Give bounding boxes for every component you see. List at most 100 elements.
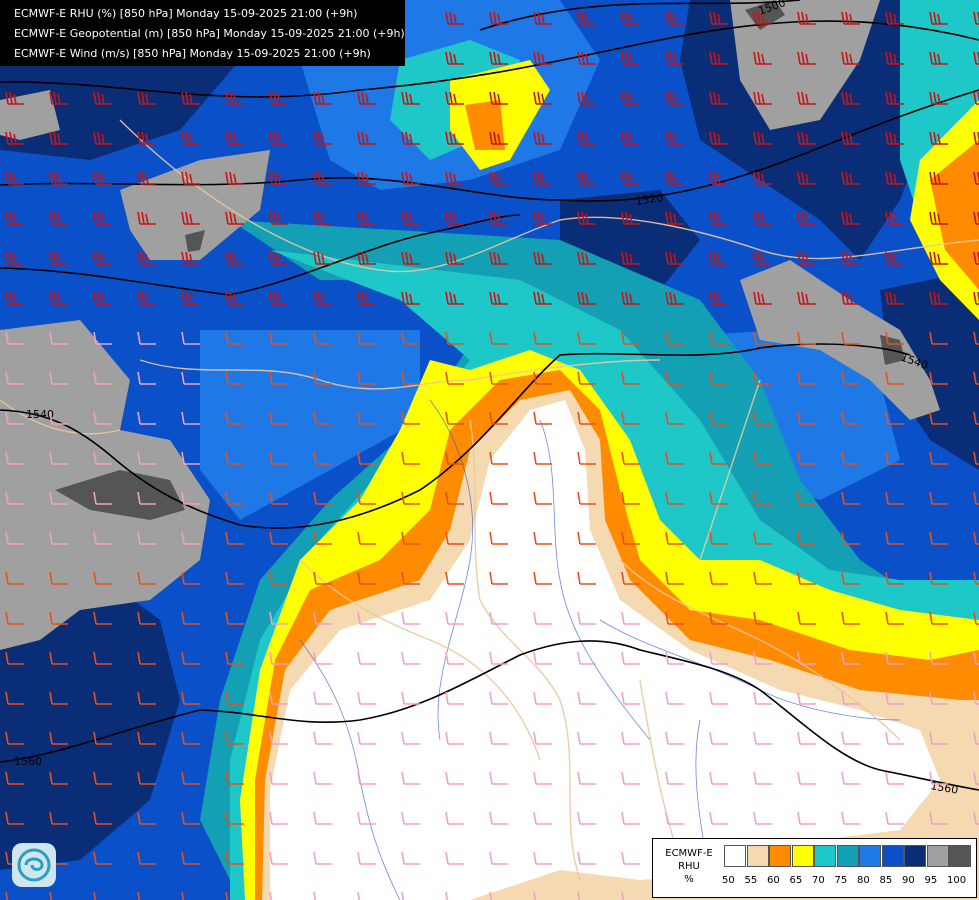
wind-barb [313,771,332,785]
wind-barb [885,131,904,145]
wind-barb [137,131,156,145]
wind-barb [137,851,156,865]
wind-barb [445,131,464,145]
legend-title: ECMWF-E RHU % [656,847,722,886]
wind-barb [93,651,112,665]
wind-barb [181,411,200,425]
wind-barb [797,51,816,65]
wind-barb [577,691,596,705]
wind-barb [313,211,332,225]
wind-barb [709,251,728,265]
wind-barb [357,251,376,265]
wind-barb [841,171,860,185]
wind-barb [709,491,728,505]
wind-barb [357,91,376,105]
wind-barb [885,291,904,305]
wind-barb [841,451,860,465]
wind-barb [137,771,156,785]
wind-barb [489,11,508,25]
rhu-90-area [120,150,270,260]
contour-line-1540 [0,214,521,296]
wind-barb [93,171,112,185]
wind-barb [929,251,948,265]
wind-barb [577,731,596,745]
wind-barb [885,211,904,225]
wind-barb [577,371,596,385]
wind-barb [181,891,185,900]
wind-barb [225,331,244,345]
wind-barb [709,731,728,745]
wind-barb [357,811,376,825]
wind-barb [489,851,508,865]
wind-barb [445,531,464,545]
wind-barb [885,491,904,505]
wind-barb [357,491,376,505]
wind-barb [401,411,420,425]
header-line-geopotential: ECMWF-E Geopotential (m) [850 hPa] Monda… [14,27,405,40]
wind-barb [445,811,464,825]
model-logo-icon [12,843,56,887]
map-header: ECMWF-E RHU (%) [850 hPa] Monday 15-09-2… [0,0,405,66]
wind-barb [841,811,860,825]
wind-barb [269,531,288,545]
wind-barb [445,451,464,465]
wind-barb [489,611,508,625]
wind-barb [93,131,112,145]
wind-barb [49,91,68,105]
legend-model: ECMWF-E [665,848,713,859]
wind-barb [225,411,244,425]
wind-barb [445,651,464,665]
wind-barb [357,731,376,745]
wind-barb [181,291,200,305]
rhu-95-area [55,470,185,520]
wind-barb [753,411,772,425]
wind-barb [357,891,361,900]
wind-barb [533,531,552,545]
wind-barb [533,211,552,225]
wind-barb [621,211,640,225]
wind-barb [885,411,904,425]
wind-barb [533,891,537,900]
wind-barb [137,371,156,385]
wind-barb [269,91,288,105]
wind-barb [401,251,420,265]
wind-barb [665,771,684,785]
wind-barb [93,771,112,785]
wind-barb [973,251,979,265]
wind-barb [49,771,68,785]
wind-barb [621,451,640,465]
wind-barb [797,531,816,545]
wind-barb [797,251,816,265]
wind-barb [137,691,156,705]
wind-barb [533,731,552,745]
wind-barb [753,771,772,785]
wind-barb [665,371,684,385]
wind-barb [93,691,112,705]
wind-barb [357,371,376,385]
wind-barb [225,251,244,265]
contour-line-1560 [0,640,979,791]
wind-barb [5,251,24,265]
wind-barb [929,291,948,305]
wind-barb [5,811,24,825]
wind-barb [753,811,772,825]
wind-barb [313,91,332,105]
wind-barb [489,91,508,105]
legend-tick-label: 50 [722,875,735,886]
wind-barb [753,11,772,25]
wind-barb [49,691,68,705]
wind-barb [313,611,332,625]
wind-barb [401,131,420,145]
wind-barb [665,531,684,545]
legend-swatch [724,845,746,867]
wind-barb [401,371,420,385]
wind-barb [797,651,816,665]
wind-barb [49,731,68,745]
wind-barb [885,651,904,665]
wind-barb [489,331,508,345]
rhu-55-area [930,140,979,290]
header-line-wind: ECMWF-E Wind (m/s) [850 hPa] Monday 15-0… [14,47,371,60]
wind-barb [753,691,772,705]
wind-barb [401,571,420,585]
wind-barb [313,811,332,825]
